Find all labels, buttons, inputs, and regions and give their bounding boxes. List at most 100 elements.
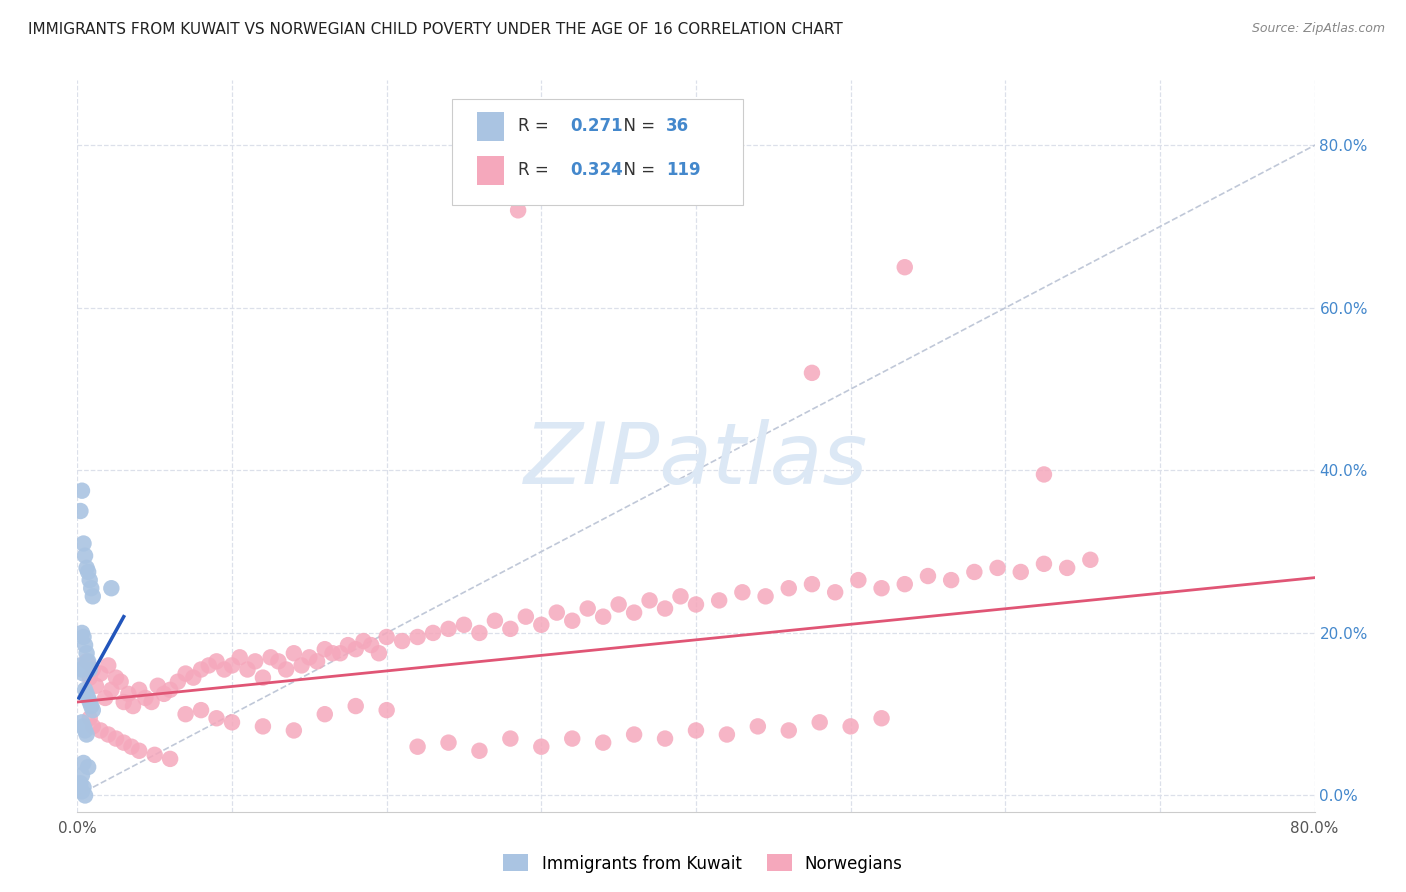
Point: [72, 536, 94, 550]
Point: [530, 617, 553, 632]
Point: [77, 654, 100, 668]
Point: [72, 780, 94, 795]
Point: [260, 650, 283, 665]
Point: [190, 703, 212, 717]
Point: [375, 703, 398, 717]
Point: [546, 606, 568, 620]
Point: [82, 703, 104, 717]
Point: [97, 727, 120, 741]
Point: [839, 719, 862, 733]
Point: [76, 687, 98, 701]
Point: [375, 630, 398, 644]
Point: [70, 626, 93, 640]
Point: [894, 260, 917, 275]
Point: [499, 731, 522, 746]
Point: [329, 646, 352, 660]
Point: [685, 723, 707, 738]
Text: 36: 36: [666, 118, 689, 136]
Point: [134, 690, 156, 705]
Point: [561, 731, 583, 746]
Point: [252, 719, 274, 733]
Text: R =: R =: [517, 118, 554, 136]
Point: [801, 366, 824, 380]
Point: [1033, 467, 1056, 482]
Point: [468, 626, 491, 640]
Text: ZIPatlas: ZIPatlas: [524, 419, 868, 502]
Point: [870, 581, 893, 595]
Point: [174, 666, 197, 681]
Point: [437, 622, 460, 636]
Point: [221, 658, 243, 673]
Point: [530, 739, 553, 754]
Text: N =: N =: [613, 118, 661, 136]
Legend: Immigrants from Kuwait, Norwegians: Immigrants from Kuwait, Norwegians: [496, 847, 910, 880]
Point: [112, 736, 135, 750]
Point: [183, 671, 205, 685]
Point: [468, 744, 491, 758]
Point: [344, 642, 367, 657]
Text: 0.324: 0.324: [569, 161, 623, 179]
Point: [79, 573, 101, 587]
Point: [77, 690, 100, 705]
Point: [1010, 565, 1032, 579]
Point: [592, 736, 614, 750]
Point: [205, 711, 228, 725]
Point: [453, 617, 475, 632]
Point: [576, 601, 599, 615]
Point: [174, 707, 197, 722]
Point: [283, 646, 305, 660]
Point: [100, 581, 122, 595]
Point: [592, 609, 614, 624]
Point: [669, 590, 692, 604]
Point: [105, 671, 128, 685]
Point: [406, 630, 429, 644]
Point: [229, 650, 252, 665]
Point: [80, 699, 103, 714]
Point: [623, 606, 645, 620]
Point: [77, 760, 100, 774]
Point: [143, 747, 166, 762]
Point: [122, 699, 145, 714]
Point: [76, 646, 98, 660]
Point: [508, 203, 530, 218]
Point: [75, 549, 96, 563]
Point: [75, 789, 96, 803]
Point: [72, 756, 94, 770]
Point: [79, 695, 101, 709]
Text: 119: 119: [666, 161, 702, 179]
Point: [77, 565, 100, 579]
Point: [314, 642, 336, 657]
Point: [75, 638, 96, 652]
Point: [808, 715, 831, 730]
Point: [70, 768, 93, 782]
Point: [75, 682, 96, 697]
Point: [499, 622, 522, 636]
Point: [344, 699, 367, 714]
Text: IMMIGRANTS FROM KUWAIT VS NORWEGIAN CHILD POVERTY UNDER THE AGE OF 16 CORRELATIO: IMMIGRANTS FROM KUWAIT VS NORWEGIAN CHIL…: [28, 22, 842, 37]
Point: [128, 682, 150, 697]
Point: [252, 671, 274, 685]
Point: [623, 727, 645, 741]
Point: [406, 739, 429, 754]
Point: [82, 719, 104, 733]
Point: [121, 739, 143, 754]
Point: [90, 723, 112, 738]
Point: [778, 723, 800, 738]
Point: [79, 711, 101, 725]
Point: [291, 658, 314, 673]
Point: [484, 614, 506, 628]
Point: [360, 638, 382, 652]
Point: [84, 679, 107, 693]
Point: [72, 719, 94, 733]
Point: [159, 752, 181, 766]
Point: [190, 663, 212, 677]
FancyBboxPatch shape: [453, 99, 742, 204]
Point: [245, 654, 267, 668]
Point: [337, 638, 360, 652]
Point: [709, 593, 731, 607]
Point: [437, 736, 460, 750]
Point: [685, 598, 707, 612]
Point: [69, 658, 91, 673]
Point: [112, 695, 135, 709]
Point: [515, 609, 537, 624]
